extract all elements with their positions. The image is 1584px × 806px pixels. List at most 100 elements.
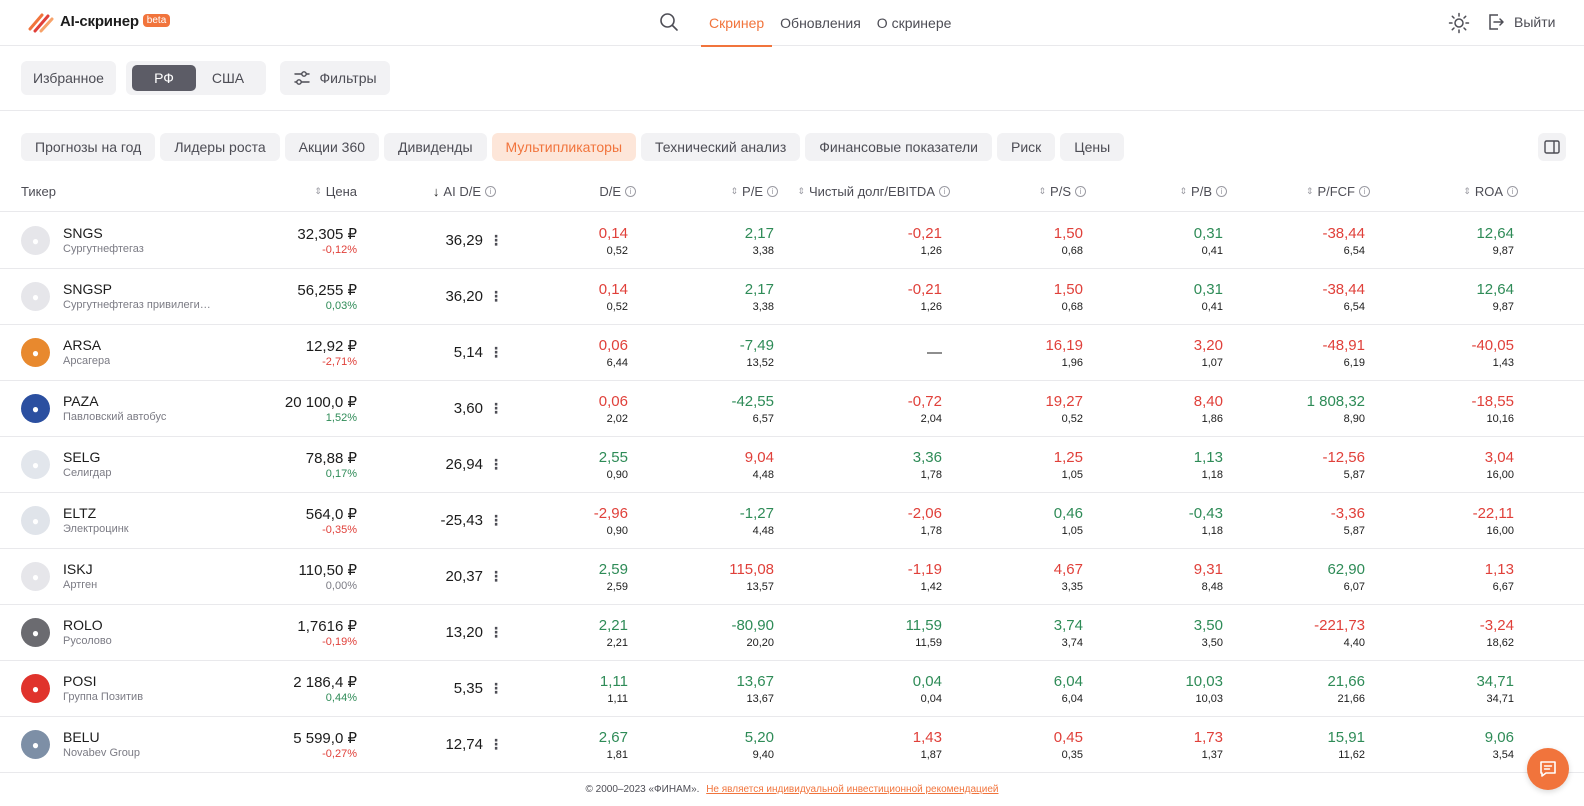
table-row[interactable]: ● SELG Селигдар 78,88 ₽0,17% 26,94 ⋮ 2,55 0,90 9…	[0, 436, 1584, 493]
chat-button[interactable]	[1527, 748, 1569, 790]
more-icon[interactable]: ⋮	[489, 232, 503, 248]
table-row[interactable]: ● ELTZ Электроцинк 564,0 ₽ -0,35% -25,43 ⋮ -2,9…	[0, 492, 1584, 549]
company-logo: ●	[21, 226, 50, 255]
col-ps-label: P/S	[1050, 183, 1071, 199]
col-de[interactable]: D/E i	[599, 170, 636, 212]
table-row[interactable]: ● POSI Группа Позитив 2 186,4 ₽0,44% 5,35 ⋮ 1,…	[0, 660, 1584, 717]
more-icon[interactable]: ⋮	[489, 680, 503, 696]
tab-technical-analysis[interactable]: Технический анализ	[641, 133, 801, 161]
info-icon[interactable]: i	[1075, 185, 1086, 197]
pb-value: 0,31	[1193, 225, 1223, 242]
roa-value: 34,71	[1476, 673, 1514, 690]
tab-prices[interactable]: Цены	[1060, 133, 1125, 161]
disclaimer-link[interactable]: Не является индивидуальной инвестиционно…	[706, 784, 999, 795]
table-row[interactable]: ● SNGS Сургутнефтегаз 32,305 ₽ -0,12% 36,29 ⋮ 0…	[0, 212, 1584, 269]
more-icon[interactable]: ⋮	[489, 568, 503, 584]
table-row[interactable]: ● PAZA Павловский автобус 20 100,0 ₽1,52% 3,…	[0, 380, 1584, 437]
price-change: 0,44%	[325, 692, 357, 704]
pe-sector-value: 3,38	[752, 301, 774, 313]
pb-sector-value: 1,18	[1201, 469, 1223, 481]
favorites-button[interactable]: Избранное	[21, 61, 116, 95]
col-pfcf[interactable]: ⇕ P/FCF i	[1306, 170, 1370, 212]
more-icon[interactable]: ⋮	[489, 512, 503, 528]
more-icon[interactable]: ⋮	[489, 736, 503, 752]
pb-value: 3,50	[1193, 617, 1223, 634]
nav-about[interactable]: О скринере	[876, 15, 952, 31]
columns-toggle-button[interactable]	[1538, 133, 1566, 161]
nav-updates[interactable]: Обновления	[780, 15, 861, 31]
col-pb[interactable]: ⇕ P/B i	[1179, 170, 1227, 212]
table-row[interactable]: ● ISKJ Артген 110,50 ₽0,00% 20,37 ⋮ 2,59 2,59 11…	[0, 548, 1584, 605]
table-row[interactable]: ● BELU Novabev Group 5 599,0 ₽ -0,27% 12,74 ⋮ 2…	[0, 716, 1584, 773]
pfcf-sector-value: 6,54	[1343, 301, 1365, 313]
company-name: Русолово	[63, 635, 112, 647]
ai-de-value: 12,74	[445, 736, 483, 753]
company-logo-glyph: ●	[31, 569, 40, 584]
col-price[interactable]: ⇕ Цена	[314, 170, 357, 212]
ai-de-value: 5,14	[453, 344, 483, 361]
tab-stocks-360[interactable]: Акции 360	[284, 133, 380, 161]
pb-value: 9,31	[1193, 561, 1223, 578]
market-us-button[interactable]: США	[211, 70, 245, 86]
tab-dividends[interactable]: Дивиденды	[384, 133, 487, 161]
tab-multipliers[interactable]: Мультипликаторы	[491, 133, 636, 161]
table-row[interactable]: ● SNGSP Сургутнефтегаз привилегированные 56…	[0, 268, 1584, 325]
logo[interactable]: AI-скринер beta	[28, 9, 171, 33]
company-logo: ●	[21, 506, 50, 535]
pb-sector-value: 1,18	[1201, 525, 1223, 537]
filters-button[interactable]: Фильтры	[280, 61, 390, 95]
ticker: POSI	[63, 673, 97, 689]
pfcf-value: -3,36	[1330, 505, 1365, 522]
tab-growth-leaders[interactable]: Лидеры роста	[160, 133, 280, 161]
market-ru-button[interactable]: РФ	[132, 65, 196, 91]
table-row[interactable]: ● ROLO Русолово 1,7616 ₽ -0,19% 13,20 ⋮ 2,21 2,2…	[0, 604, 1584, 661]
info-icon[interactable]: i	[939, 185, 950, 197]
tab-risk[interactable]: Риск	[996, 133, 1056, 161]
company-logo: ●	[21, 562, 50, 591]
table-row[interactable]: ● ARSA Арсагера 12,92 ₽ -2,71% 5,14 ⋮ 0,06 6,44 -…	[0, 324, 1584, 381]
ps-value: 0,46	[1053, 505, 1083, 522]
ndebt-sector-value: 2,04	[920, 413, 942, 425]
more-icon[interactable]: ⋮	[489, 400, 503, 416]
roa-value: 3,04	[1484, 449, 1514, 466]
tab-financials[interactable]: Финансовые показатели	[805, 133, 992, 161]
pe-sector-value: 13,57	[746, 581, 774, 593]
price: 12,92 ₽	[305, 338, 357, 355]
col-roa[interactable]: ⇕ ROA i	[1463, 170, 1518, 212]
search-icon[interactable]	[659, 12, 679, 32]
info-icon[interactable]: i	[625, 185, 636, 197]
pe-value: 5,20	[744, 729, 774, 746]
col-pe[interactable]: ⇕ P/E i	[730, 170, 778, 212]
de-sector-value: 6,44	[606, 357, 628, 369]
col-net-debt-ebitda[interactable]: ⇕ Чистый долг/EBITDA i	[797, 170, 950, 212]
more-icon[interactable]: ⋮	[489, 624, 503, 640]
sun-icon[interactable]	[1448, 12, 1470, 34]
pe-value: 115,08	[729, 561, 774, 578]
info-icon[interactable]: i	[767, 185, 778, 197]
ndebt-value: -0,21	[907, 281, 942, 298]
nav-screener[interactable]: Скринер	[701, 0, 773, 47]
pfcf-value: 1 808,32	[1306, 393, 1365, 410]
info-icon[interactable]: i	[1507, 185, 1518, 197]
company-logo-glyph: ●	[31, 513, 40, 528]
col-ps[interactable]: ⇕ P/S i	[1038, 170, 1086, 212]
more-icon[interactable]: ⋮	[489, 456, 503, 472]
more-icon[interactable]: ⋮	[489, 344, 503, 360]
tab-forecasts[interactable]: Прогнозы на год	[21, 133, 156, 161]
company-name: Novabev Group	[63, 747, 141, 759]
de-value: 2,55	[598, 449, 628, 466]
pb-value: 1,13	[1193, 449, 1223, 466]
price: 564,0 ₽	[305, 506, 357, 523]
info-icon[interactable]: i	[485, 185, 496, 197]
col-ai-de[interactable]: ↓ AI D/E i	[433, 170, 496, 212]
price-change: 0,03%	[325, 300, 357, 312]
more-icon[interactable]: ⋮	[489, 288, 503, 304]
info-icon[interactable]: i	[1216, 185, 1227, 197]
col-ticker[interactable]: Тикер	[21, 170, 56, 212]
pb-value: 3,20	[1193, 337, 1223, 354]
logout-button[interactable]: Выйти	[1486, 12, 1555, 32]
sort-icon: ⇕	[730, 185, 739, 196]
de-value: 0,14	[598, 281, 628, 298]
info-icon[interactable]: i	[1359, 185, 1370, 197]
ndebt-sector-value: 1,42	[920, 581, 942, 593]
